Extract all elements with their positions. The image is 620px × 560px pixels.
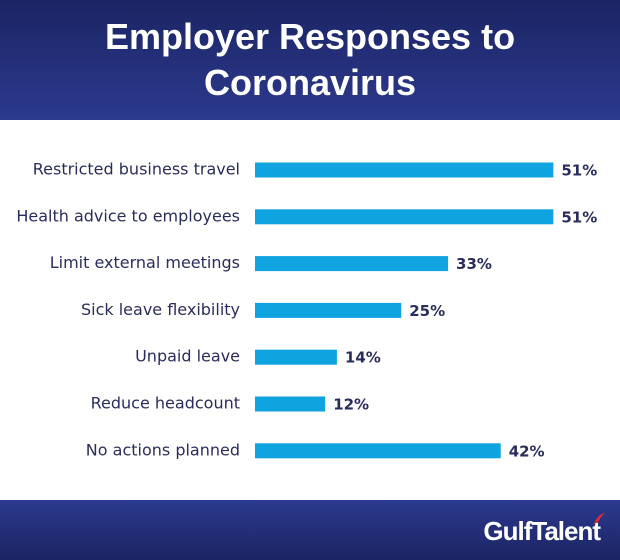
value-label: 33% — [456, 255, 492, 273]
value-label: 42% — [509, 442, 545, 460]
category-label: No actions planned — [86, 440, 240, 459]
footer: GulfTalent — [0, 500, 620, 560]
category-label: Restricted business travel — [33, 160, 240, 179]
category-label: Reduce headcount — [91, 394, 240, 413]
logo: GulfTalent — [483, 516, 601, 546]
value-label: 51% — [561, 208, 597, 226]
bar — [255, 256, 449, 272]
bar — [255, 162, 554, 178]
bar — [255, 302, 402, 318]
bar — [255, 209, 554, 225]
value-label: 14% — [345, 349, 381, 367]
category-label: Unpaid leave — [135, 347, 240, 366]
chart: Restricted business travel 51% Health advi… — [16, 160, 597, 461]
bar — [255, 349, 337, 365]
bar — [255, 396, 326, 412]
bar — [255, 443, 501, 459]
header: Employer Responses to Coronavirus — [0, 0, 620, 120]
value-label: 12% — [333, 396, 369, 414]
category-label: Health advice to employees — [16, 206, 240, 225]
value-label: 51% — [561, 162, 597, 180]
category-label: Limit external meetings — [50, 253, 240, 272]
category-label: Sick leave flexibility — [81, 300, 240, 319]
value-label: 25% — [409, 302, 445, 320]
logo-swoosh — [594, 513, 605, 525]
chart-title: Employer Responses to Coronavirus — [104, 16, 516, 103]
